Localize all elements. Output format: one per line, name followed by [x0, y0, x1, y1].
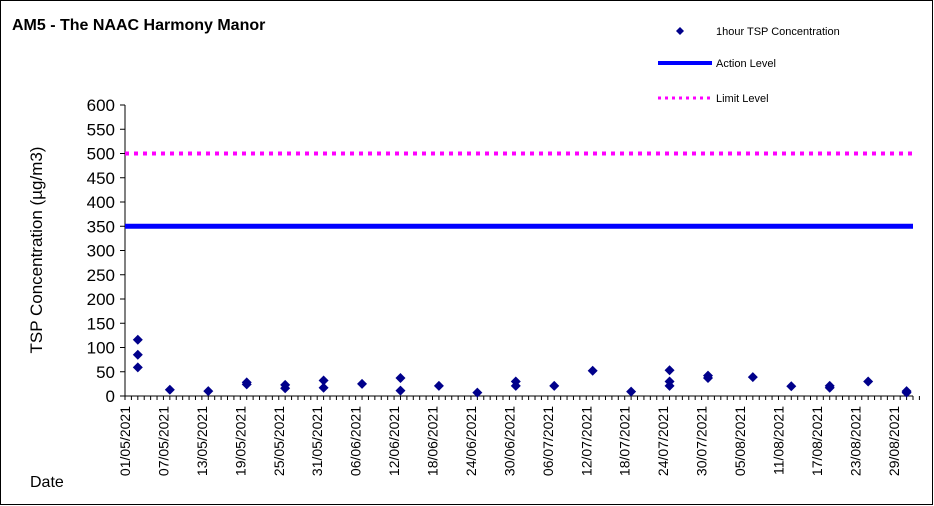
y-tick-label: 50: [96, 363, 115, 382]
data-point: [472, 387, 483, 398]
y-tick-label: 150: [87, 314, 115, 333]
legend: 1hour TSP Concentration Action Level Lim…: [658, 26, 840, 105]
data-point: [132, 349, 143, 360]
y-tick-label: 500: [87, 145, 115, 164]
data-points: [132, 334, 912, 398]
data-point: [786, 381, 797, 392]
legend-label-tsp: 1hour TSP Concentration: [716, 26, 840, 38]
axes: [124, 105, 913, 397]
legend-diamond-marker: [676, 27, 684, 35]
x-tick-label: 06/07/2021: [540, 406, 556, 476]
x-tick-label: 19/05/2021: [232, 406, 248, 476]
legend-label-action: Action Level: [716, 58, 776, 70]
x-tick-label: 13/05/2021: [194, 406, 210, 476]
x-tick-label: 18/06/2021: [425, 406, 441, 476]
x-tick-label: 18/07/2021: [617, 406, 633, 476]
data-point: [164, 384, 175, 395]
data-point: [132, 362, 143, 373]
data-point: [395, 385, 406, 396]
y-tick-label: 400: [87, 193, 115, 212]
x-tick-label: 24/06/2021: [463, 406, 479, 476]
data-point: [702, 373, 713, 384]
legend-label-limit: Limit Level: [716, 93, 769, 105]
x-tick-label: 07/05/2021: [155, 406, 171, 476]
x-tick-label: 12/07/2021: [578, 406, 594, 476]
y-tick-label: 250: [87, 266, 115, 285]
x-ticks: 01/05/2021 07/05/2021 13/05/2021 19/05/2021…: [117, 396, 920, 476]
data-point: [395, 373, 406, 384]
x-tick-label: 29/08/2021: [886, 406, 902, 476]
y-tick-label: 450: [87, 169, 115, 188]
data-point: [863, 376, 874, 387]
data-point: [549, 380, 560, 391]
y-tick-label: 350: [87, 217, 115, 236]
reference-lines: [125, 151, 913, 229]
x-tick-label: 31/05/2021: [309, 406, 325, 476]
y-tick-label: 200: [87, 290, 115, 309]
data-point: [318, 382, 329, 393]
data-point: [132, 334, 143, 345]
data-point: [433, 380, 444, 391]
x-tick-label: 30/07/2021: [694, 406, 710, 476]
y-tick-label: 550: [87, 120, 115, 139]
x-tick-label: 30/06/2021: [501, 406, 517, 476]
y-tick-label: 100: [87, 339, 115, 358]
x-axis-label: Date: [30, 474, 64, 491]
data-point: [510, 380, 521, 391]
x-tick-label: 25/05/2021: [271, 406, 287, 476]
y-axis-label: TSP Concentration (µg/m3): [27, 147, 46, 354]
data-point: [664, 365, 675, 376]
y-tick-label: 300: [87, 242, 115, 261]
x-tick-label: 01/05/2021: [117, 406, 133, 476]
data-point: [901, 387, 912, 398]
data-point: [664, 380, 675, 391]
data-point: [824, 382, 835, 393]
x-tick-label: 24/07/2021: [655, 406, 671, 476]
data-point: [357, 378, 368, 389]
x-tick-label: 12/06/2021: [386, 406, 402, 476]
y-tick-label: 0: [106, 387, 115, 406]
x-tick-label: 23/08/2021: [847, 406, 863, 476]
chart-title: AM5 - The NAAC Harmony Manor: [12, 17, 265, 34]
data-point: [203, 386, 214, 397]
x-tick-label: 11/08/2021: [770, 406, 786, 475]
y-ticks: 0 50 100 150 200 250 300 350 400 450 500 550 600: [87, 96, 125, 406]
data-point: [587, 365, 598, 376]
x-tick-label: 06/06/2021: [348, 406, 364, 476]
data-point: [241, 379, 252, 390]
data-point: [318, 375, 329, 386]
y-tick-label: 600: [87, 96, 115, 115]
data-point: [747, 372, 758, 383]
data-point: [626, 386, 637, 397]
data-point: [280, 383, 291, 394]
x-tick-label: 05/08/2021: [732, 406, 748, 476]
x-tick-label: 17/08/2021: [809, 406, 825, 476]
